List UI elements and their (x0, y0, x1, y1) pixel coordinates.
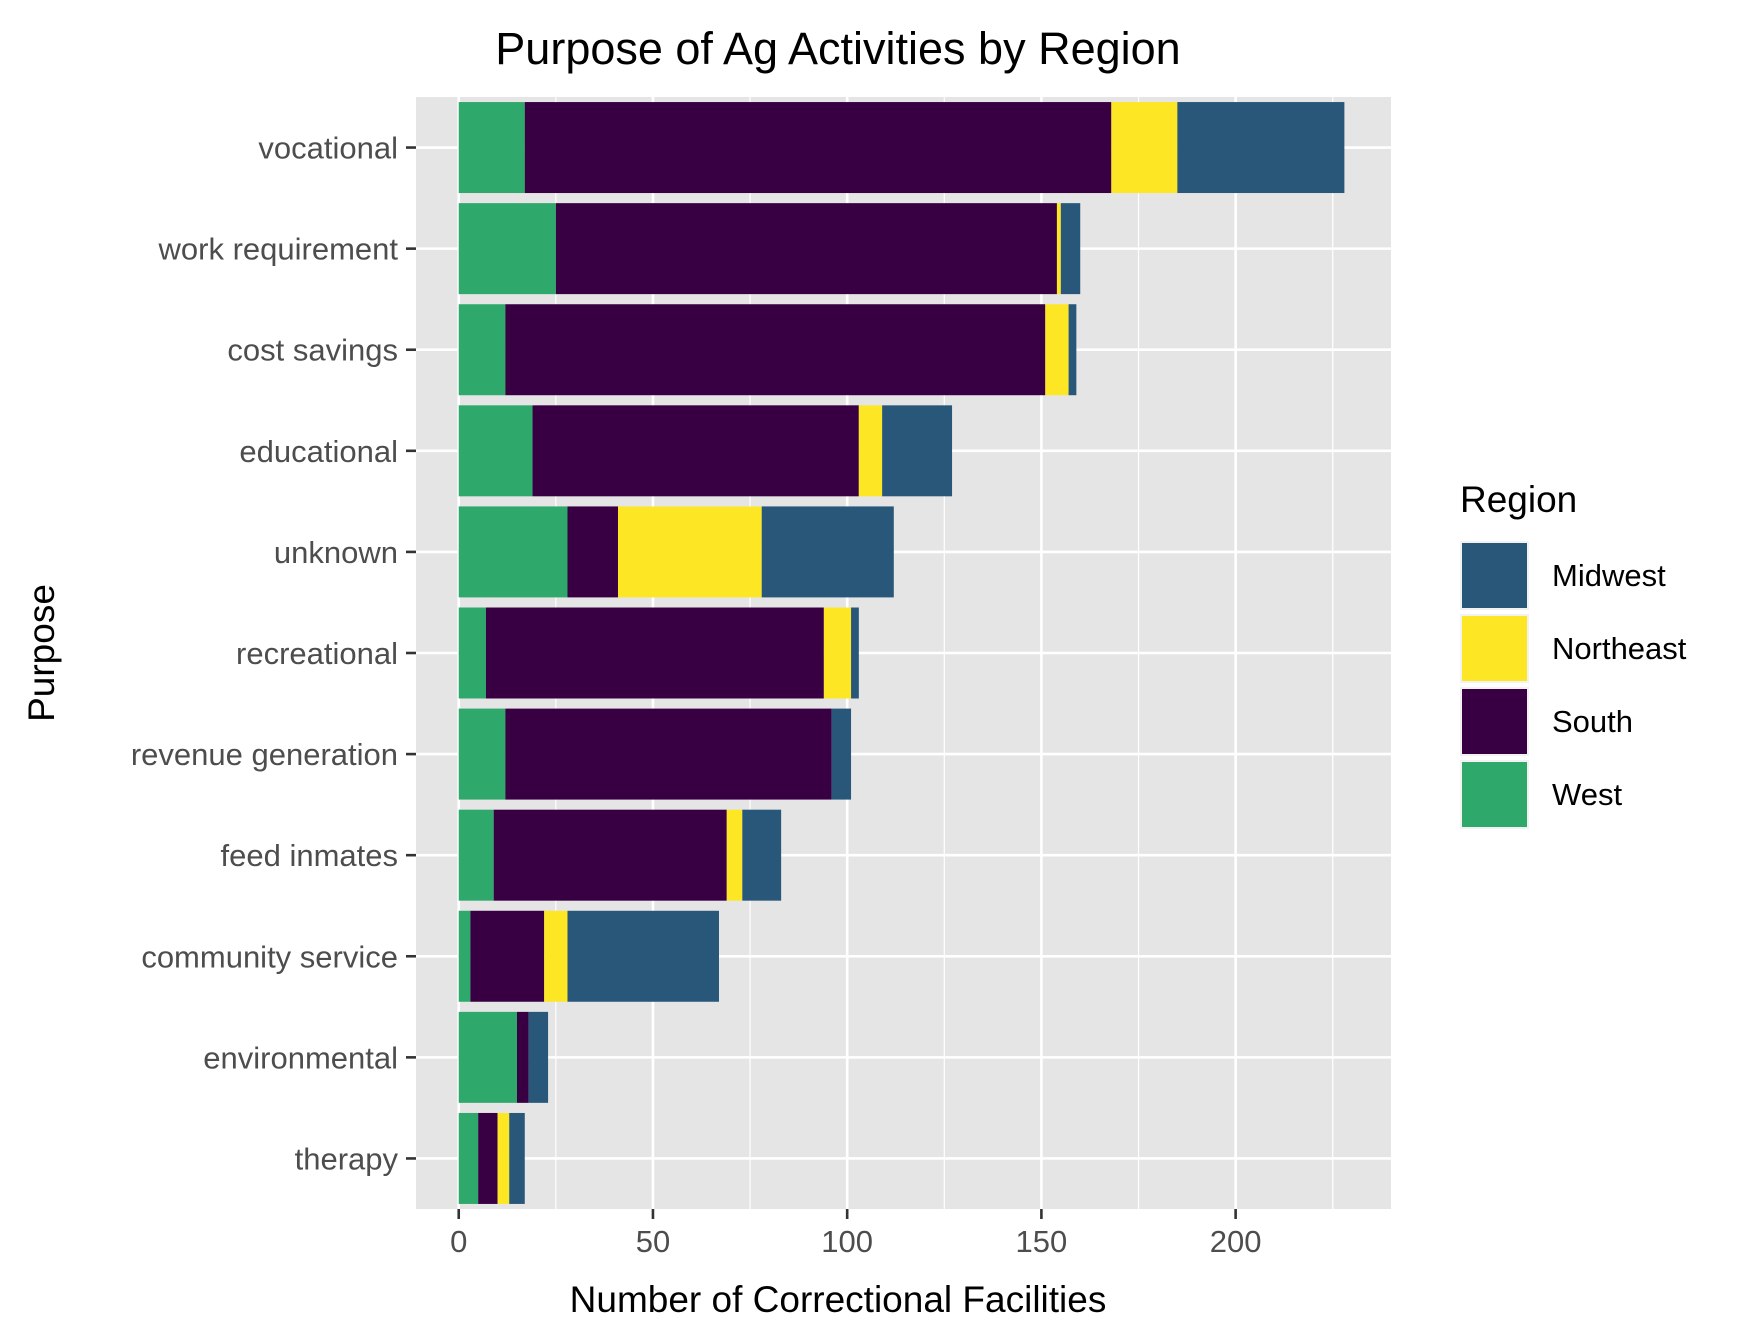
bar-feed-inmates-midwest (742, 809, 782, 901)
bar-unknown-midwest (761, 506, 894, 598)
bar-community-service-west (458, 910, 471, 1002)
bar-recreational-south (485, 607, 824, 699)
x-axis-title: Number of Correctional Facilities (570, 1279, 1107, 1320)
bar-vocational-west (458, 102, 525, 194)
bar-feed-inmates-west (458, 809, 494, 901)
x-tick-label: 0 (450, 1224, 467, 1259)
x-tick-label: 200 (1210, 1224, 1262, 1259)
bar-educational-south (532, 405, 859, 497)
bar-feed-inmates-south (493, 809, 727, 901)
y-tick-label: community service (141, 939, 398, 974)
y-tick-label: unknown (274, 535, 398, 570)
bar-cost-savings-west (458, 304, 506, 396)
legend-swatch-northeast (1462, 616, 1527, 681)
bar-recreational-west (458, 607, 486, 699)
legend-swatch-midwest (1462, 543, 1527, 608)
bar-therapy-midwest (509, 1112, 525, 1204)
bar-environmental-south (516, 1011, 529, 1103)
chart-title: Purpose of Ag Activities by Region (495, 23, 1180, 74)
bar-therapy-northeast (497, 1112, 510, 1204)
legend-label-west: West (1552, 777, 1622, 812)
bar-work-requirement-west (458, 203, 556, 295)
bar-feed-inmates-northeast (726, 809, 743, 901)
x-tick-label: 50 (636, 1224, 670, 1259)
y-tick-label: therapy (295, 1141, 399, 1176)
bar-recreational-northeast (823, 607, 852, 699)
legend-label-midwest: Midwest (1552, 558, 1666, 593)
bar-work-requirement-northeast (1056, 203, 1061, 295)
bar-environmental-west (458, 1011, 517, 1103)
legend-swatch-west (1462, 762, 1527, 827)
bar-community-service-south (470, 910, 545, 1002)
bar-unknown-west (458, 506, 568, 598)
bar-educational-west (458, 405, 533, 497)
bar-community-service-midwest (567, 910, 719, 1002)
bar-revenue-generation-west (458, 708, 506, 800)
bar-revenue-generation-midwest (831, 708, 852, 800)
bar-cost-savings-northeast (1045, 304, 1069, 396)
x-axis: 0 50 100 150 200 (450, 1209, 1261, 1259)
bar-work-requirement-south (555, 203, 1057, 295)
y-tick-label: educational (239, 434, 398, 469)
bar-recreational-midwest (851, 607, 859, 699)
bar-cost-savings-midwest (1068, 304, 1077, 396)
bar-community-service-northeast (544, 910, 568, 1002)
bar-environmental-midwest (528, 1011, 549, 1103)
y-tick-label: revenue generation (131, 737, 398, 772)
bar-cost-savings-south (505, 304, 1046, 396)
bar-unknown-south (567, 506, 618, 598)
y-tick-label: recreational (236, 636, 398, 671)
legend-title: Region (1460, 479, 1577, 520)
bar-vocational-south (524, 102, 1112, 194)
y-tick-label: vocational (258, 131, 398, 166)
y-axis: vocational work requirement cost savings ed… (131, 131, 416, 1176)
y-tick-label: cost savings (227, 333, 398, 368)
x-tick-label: 100 (821, 1224, 873, 1259)
legend: Region Midwest Northeast South West (1460, 479, 1687, 829)
bar-therapy-south (478, 1112, 498, 1204)
bar-unknown-northeast (617, 506, 762, 598)
y-axis-title: Purpose (21, 584, 62, 722)
bar-vocational-midwest (1177, 102, 1345, 194)
legend-items: Midwest Northeast South West (1460, 541, 1687, 829)
bars (458, 102, 1345, 1204)
legend-label-northeast: Northeast (1552, 631, 1687, 666)
bar-therapy-west (458, 1112, 479, 1204)
x-tick-label: 150 (1016, 1224, 1068, 1259)
bar-revenue-generation-south (505, 708, 832, 800)
bar-educational-northeast (858, 405, 883, 497)
y-tick-label: work requirement (158, 232, 399, 267)
bar-vocational-northeast (1111, 102, 1178, 194)
y-tick-label: environmental (203, 1040, 398, 1075)
legend-label-south: South (1552, 704, 1633, 739)
legend-swatch-south (1462, 689, 1527, 754)
bar-educational-midwest (882, 405, 953, 497)
y-tick-label: feed inmates (221, 838, 399, 873)
bar-work-requirement-midwest (1060, 203, 1081, 295)
